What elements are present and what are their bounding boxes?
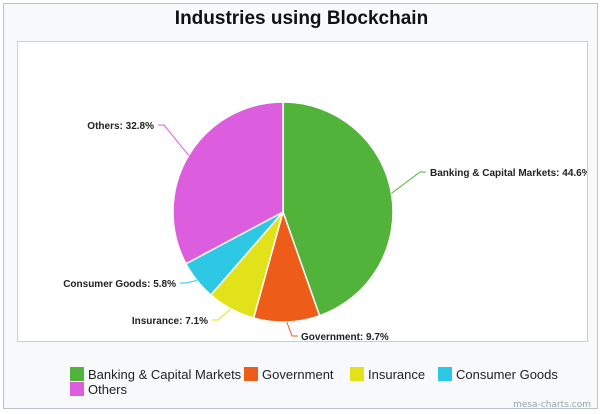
chart-title: Industries using Blockchain bbox=[174, 8, 429, 29]
leader-line-consumer-goods bbox=[180, 280, 198, 284]
legend-item-government: Government bbox=[244, 366, 334, 382]
legend-swatch bbox=[70, 382, 84, 396]
leader-line-insurance bbox=[212, 308, 232, 321]
data-label-government: Government: 9.7% bbox=[301, 332, 389, 341]
legend-swatch bbox=[70, 367, 84, 381]
plot-area: Banking & Capital Markets: 44.6% Governme… bbox=[17, 41, 588, 342]
legend-swatch bbox=[350, 367, 364, 381]
watermark: mesa-charts.com bbox=[513, 400, 591, 410]
leader-line-others bbox=[158, 124, 190, 156]
legend-label: Others bbox=[88, 381, 128, 397]
pie-chart: Banking & Capital Markets: 44.6% Governme… bbox=[63, 101, 587, 341]
data-label-insurance: Insurance: 7.1% bbox=[132, 316, 208, 327]
data-label-banking: Banking & Capital Markets: 44.6% bbox=[430, 168, 587, 179]
leader-line-government bbox=[286, 321, 298, 337]
data-label-others: Others: 32.8% bbox=[87, 121, 154, 132]
legend-label: Banking & Capital Markets bbox=[88, 366, 242, 382]
legend-swatch bbox=[244, 367, 258, 381]
legend-label: Consumer Goods bbox=[456, 366, 558, 382]
legend-swatch bbox=[438, 367, 452, 381]
legend-label: Government bbox=[262, 366, 334, 382]
legend-item-others: Others bbox=[70, 381, 127, 397]
legend-item-consumer-goods: Consumer Goods bbox=[438, 366, 558, 382]
leader-line-banking bbox=[391, 171, 426, 194]
legend-label: Insurance bbox=[368, 366, 426, 382]
legend-item-insurance: Insurance bbox=[350, 366, 425, 382]
legend: Banking & Capital Markets Government Ins… bbox=[70, 366, 570, 398]
data-label-consumer-goods: Consumer Goods: 5.8% bbox=[63, 279, 176, 290]
legend-item-banking: Banking & Capital Markets bbox=[70, 366, 241, 382]
